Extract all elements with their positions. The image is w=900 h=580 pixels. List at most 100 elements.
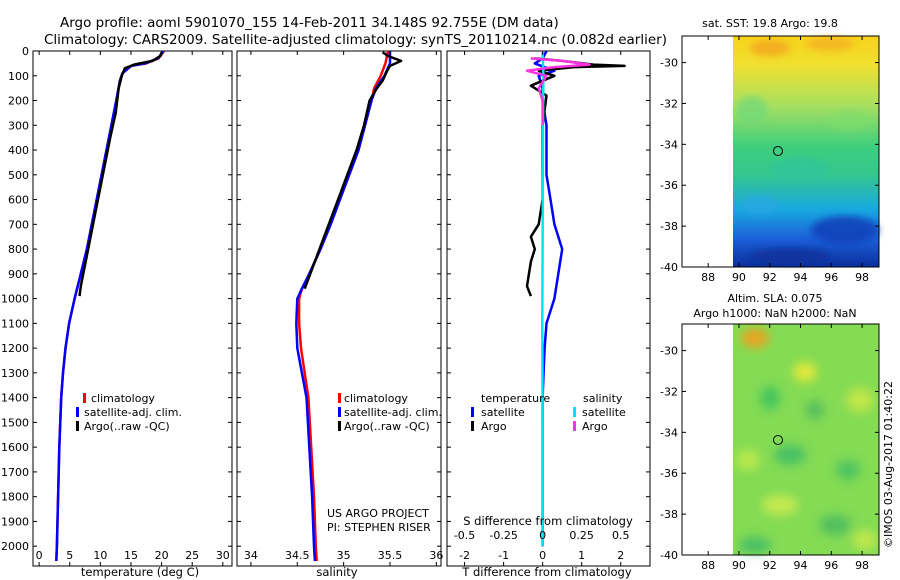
sst-texture — [736, 37, 879, 264]
legend-swatch-sal-argo — [573, 421, 576, 431]
temperature-plot-area — [55, 51, 166, 562]
map-y-tick-label: -38 — [660, 220, 678, 233]
legend-swatch-sal-satellite — [573, 407, 576, 417]
map-x-tick-label: 92 — [763, 559, 777, 572]
series-line-satellite-adj-clim- — [55, 51, 165, 562]
y-tick-label: 600 — [8, 194, 29, 207]
x-tick-label: 1 — [578, 549, 585, 562]
sst-argo-marker — [773, 146, 783, 156]
sst-map-title: sat. SST: 19.8 Argo: 19.8 — [702, 17, 838, 30]
temperature-legend: climatology satellite-adj. clim. Argo(..… — [76, 392, 182, 433]
map-y-tick-label: -30 — [660, 345, 678, 358]
sla-ticks: 88 90 92 94 96 98 -30 -32 -34 -36 -38 -40 — [660, 324, 879, 572]
salinity-legend: climatology satellite-adj. clim. Argo(..… — [338, 392, 442, 433]
map-x-tick-label: 94 — [794, 271, 808, 284]
secondary-tick-label: -0.5 — [454, 529, 475, 542]
map-y-tick-label: -34 — [660, 138, 678, 151]
map-x-tick-label: 94 — [794, 559, 808, 572]
legend-swatch-climatology — [83, 393, 86, 403]
series-line-argo-raw-qc- — [78, 51, 163, 297]
x-tick-label: 35.5 — [378, 549, 403, 562]
x-tick-label: 34.5 — [285, 549, 310, 562]
sst-axes-frame — [681, 35, 880, 268]
map-y-tick-label: -32 — [660, 385, 678, 398]
y-tick-label: 1300 — [1, 367, 29, 380]
secondary-tick-label: -0.25 — [489, 529, 517, 542]
y-tick-label: 100 — [8, 70, 29, 83]
pi-note: PI: STEPHEN RISER — [327, 521, 431, 534]
map-y-tick-label: -40 — [660, 261, 678, 274]
temperature-xlabel: temperature (deg C) — [81, 565, 199, 579]
legend-label-sal-argo: Argo — [582, 420, 608, 433]
legend-label-satellite: satellite-adj. clim. — [84, 406, 182, 419]
difference-legend: temperature satellite Argo salinity sate… — [471, 392, 626, 433]
x-tick-label: 5 — [66, 549, 73, 562]
y-tick-label: 1900 — [1, 515, 29, 528]
sst-heatmap — [681, 35, 880, 268]
series-line-temperature-argo — [525, 57, 626, 297]
legend-heading-temperature: temperature — [481, 392, 550, 405]
legend-swatch-temp-argo — [471, 421, 474, 431]
y-tick-label: 1000 — [1, 293, 29, 306]
map-x-tick-label: 90 — [732, 271, 746, 284]
secondary-tick-label: 0.5 — [612, 529, 630, 542]
y-tick-label: 1500 — [1, 416, 29, 429]
series-line-salinity-argo — [525, 57, 591, 126]
x-tick-label: 30 — [216, 549, 230, 562]
x-tick-label: 15 — [124, 549, 138, 562]
difference-ticks: -2 -1 0 1 2 -0.5 -0.25 0 0.25 0.5 — [447, 50, 650, 566]
temperature-axes-frame — [32, 50, 233, 567]
series-line-argo-raw-qc- — [303, 51, 403, 290]
x-tick-label: 25 — [185, 549, 199, 562]
y-tick-label: 1100 — [1, 317, 29, 330]
salinity-axes-frame — [236, 50, 442, 567]
map-y-tick-label: -30 — [660, 57, 678, 70]
sla-texture — [736, 328, 877, 553]
y-tick-label: 300 — [8, 119, 29, 132]
y-tick-label: 900 — [8, 268, 29, 281]
map-y-tick-label: -40 — [660, 549, 678, 562]
x-tick-label: 10 — [93, 549, 107, 562]
y-tick-label: 500 — [8, 169, 29, 182]
y-tick-label: 1200 — [1, 342, 29, 355]
map-x-tick-label: 88 — [701, 271, 715, 284]
map-x-tick-label: 90 — [732, 559, 746, 572]
salinity-plot-area — [295, 51, 403, 562]
legend-swatch-temp-satellite — [471, 407, 474, 417]
y-tick-label: 1800 — [1, 491, 29, 504]
legend-swatch-satellite — [338, 407, 341, 417]
series-line-satellite-adj-clim- — [295, 51, 392, 562]
x-tick-label: 2 — [617, 549, 624, 562]
map-x-tick-label: 96 — [824, 271, 838, 284]
map-y-tick-label: -38 — [660, 508, 678, 521]
y-tick-label: 1700 — [1, 466, 29, 479]
y-tick-label: 1600 — [1, 441, 29, 454]
legend-label-temp-argo: Argo — [481, 420, 507, 433]
difference-xlabel: T difference from climatology — [461, 565, 632, 579]
map-y-tick-label: -34 — [660, 426, 678, 439]
legend-swatch-argo — [338, 421, 341, 431]
temperature-ticks: 0100200300400500600700800900100011001200… — [1, 45, 232, 566]
sla-axes-frame — [681, 323, 880, 556]
legend-label-sal-satellite: satellite — [582, 406, 626, 419]
sla-map-title: Altim. SLA: 0.075 — [727, 292, 822, 305]
sla-map-subtitle: Argo h1000: NaN h2000: NaN — [693, 307, 856, 320]
legend-label-argo: Argo(..raw -QC) — [344, 420, 430, 433]
difference-axes-frame — [446, 50, 651, 567]
sla-argo-marker — [773, 435, 783, 445]
y-tick-label: 0 — [22, 45, 29, 58]
map-x-tick-label: 92 — [763, 271, 777, 284]
map-x-tick-label: 98 — [855, 271, 869, 284]
sst-ticks: 88 90 92 94 96 98 -30 -32 -34 -36 -38 -40 — [660, 36, 879, 284]
map-x-tick-label: 88 — [701, 559, 715, 572]
legend-swatch-argo — [76, 421, 79, 431]
legend-heading-salinity: salinity — [583, 392, 623, 405]
map-x-tick-label: 98 — [855, 559, 869, 572]
y-tick-label: 800 — [8, 243, 29, 256]
header-line-2: Climatology: CARS2009. Satellite-adjuste… — [44, 32, 667, 48]
imos-watermark: ©IMOS 03-Aug-2017 01:40:22 — [882, 381, 895, 548]
legend-label-temp-satellite: satellite — [481, 406, 525, 419]
sla-field — [733, 324, 879, 555]
map-y-tick-label: -32 — [660, 97, 678, 110]
